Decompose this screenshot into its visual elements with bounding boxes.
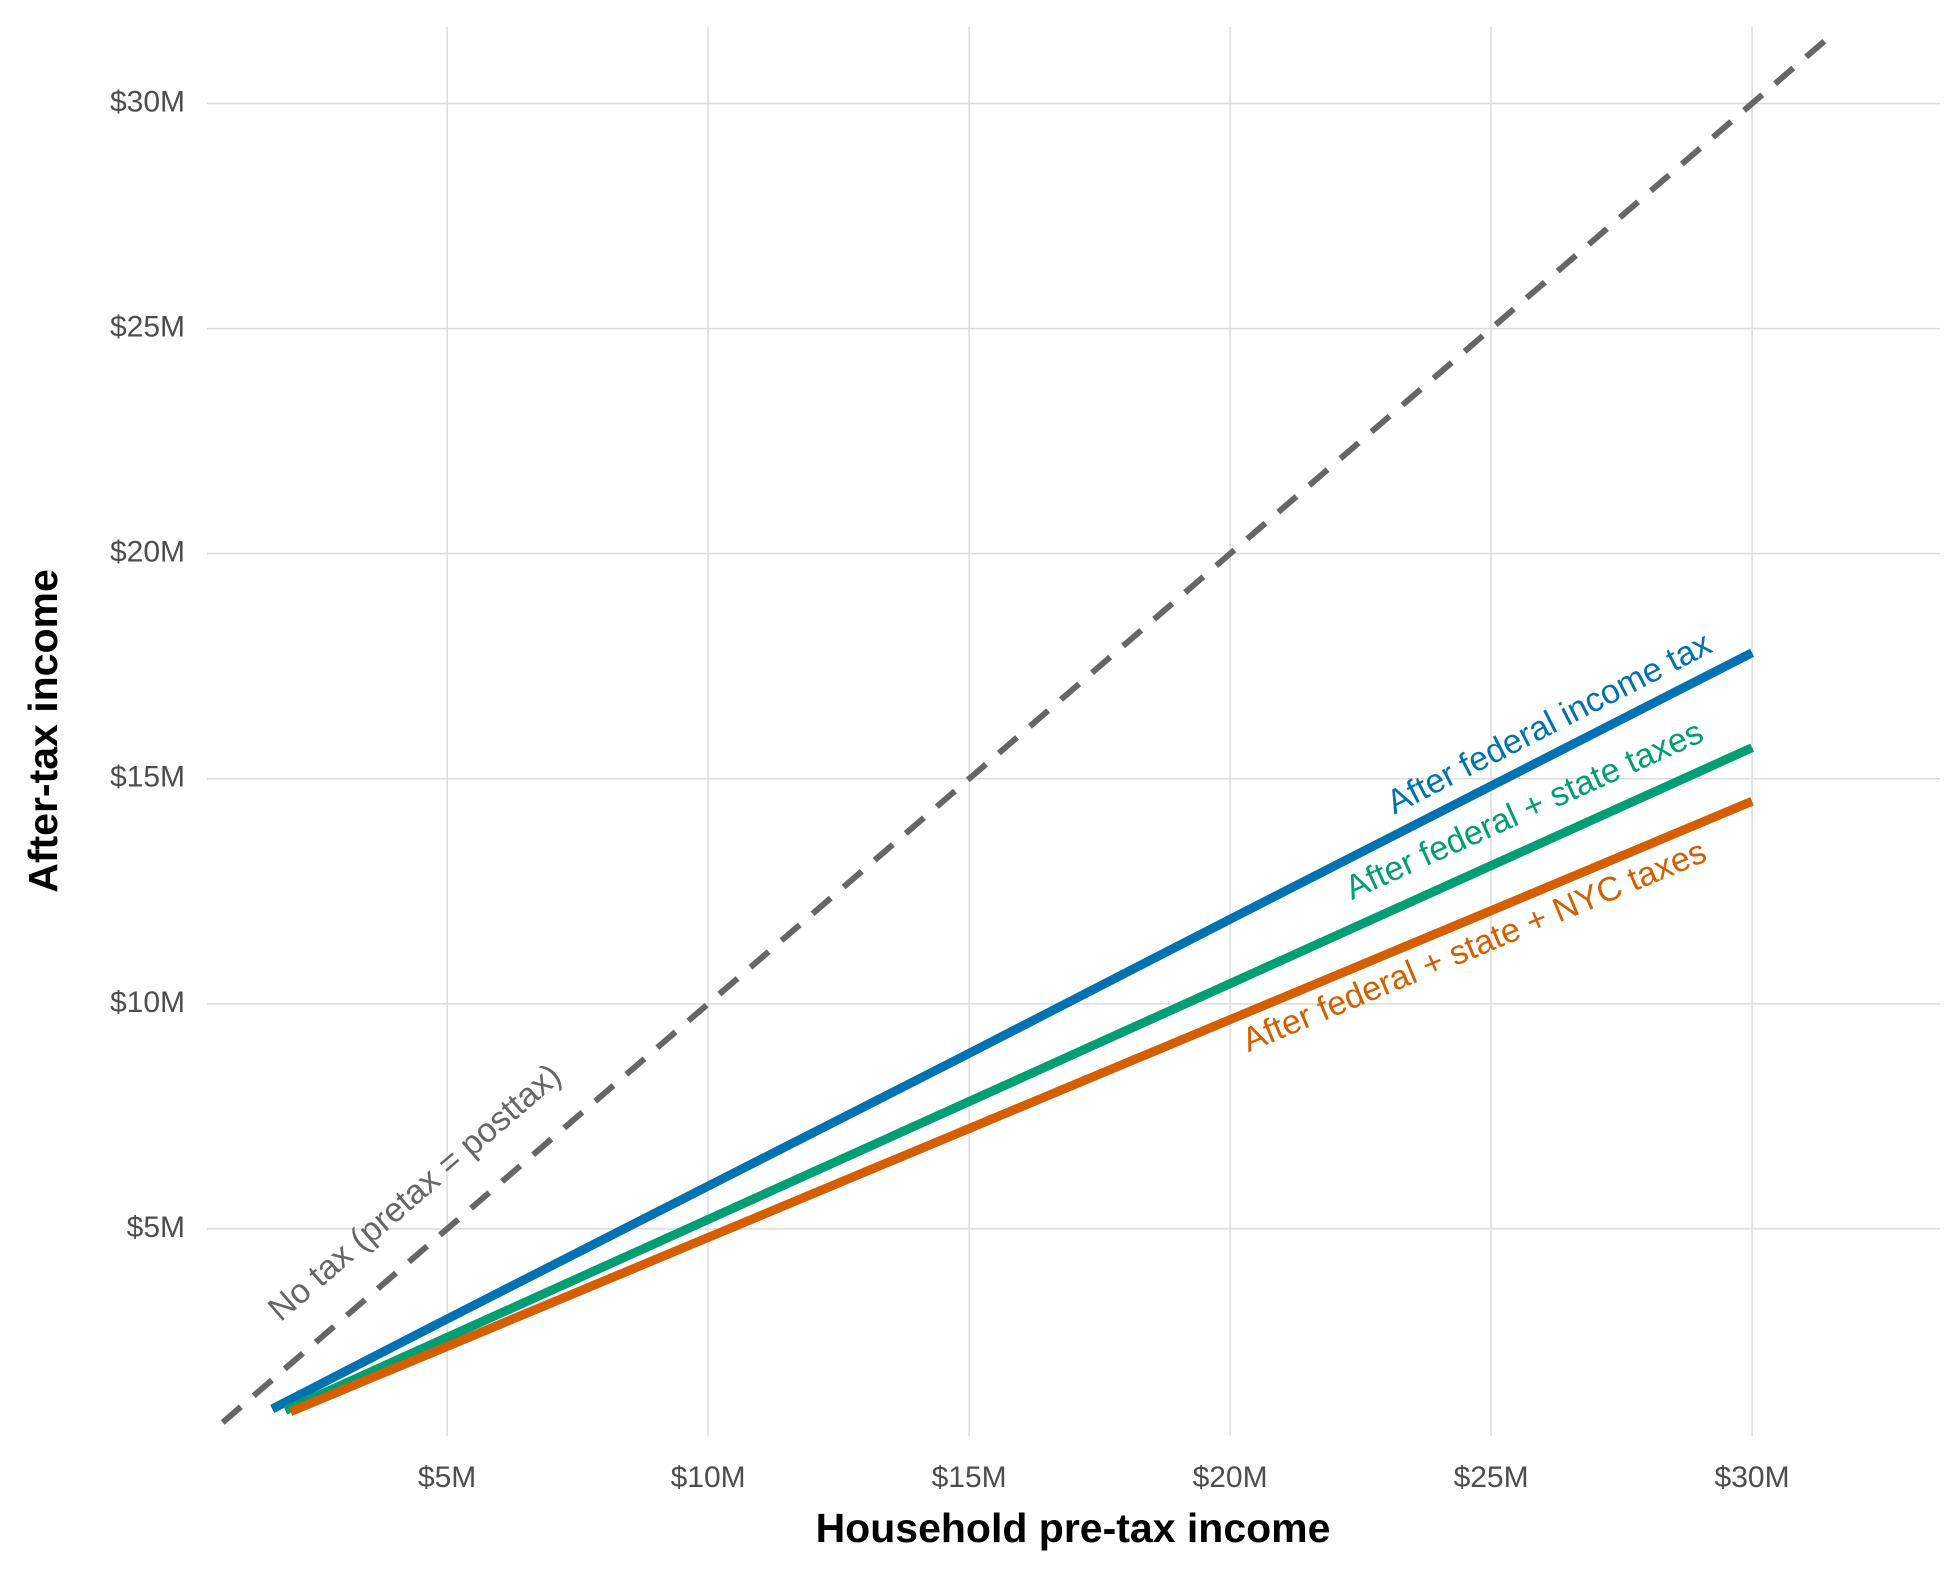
- y-axis-title: After-tax income: [20, 569, 66, 893]
- y-tick-label: $5M: [127, 1211, 185, 1244]
- y-tick-label: $30M: [110, 85, 185, 118]
- x-tick-label: $10M: [671, 1461, 746, 1494]
- x-axis-title: Household pre-tax income: [816, 1505, 1331, 1551]
- x-tick-label: $20M: [1193, 1461, 1268, 1494]
- y-tick-label: $15M: [110, 761, 185, 794]
- series-line: [283, 743, 1754, 1415]
- series-label: No tax (pretax = posttax): [261, 1056, 568, 1329]
- x-tick-label: $5M: [418, 1461, 476, 1494]
- x-tick-label: $15M: [932, 1461, 1007, 1494]
- y-tick-label: $10M: [110, 986, 185, 1019]
- series-line: [288, 797, 1754, 1416]
- reference-line: [220, 29, 1838, 1425]
- y-tick-label: $25M: [110, 311, 185, 344]
- x-tick-label: $25M: [1454, 1461, 1529, 1494]
- y-tick-label: $20M: [110, 536, 185, 569]
- series-line: [270, 648, 1755, 1413]
- x-tick-label: $30M: [1715, 1461, 1790, 1494]
